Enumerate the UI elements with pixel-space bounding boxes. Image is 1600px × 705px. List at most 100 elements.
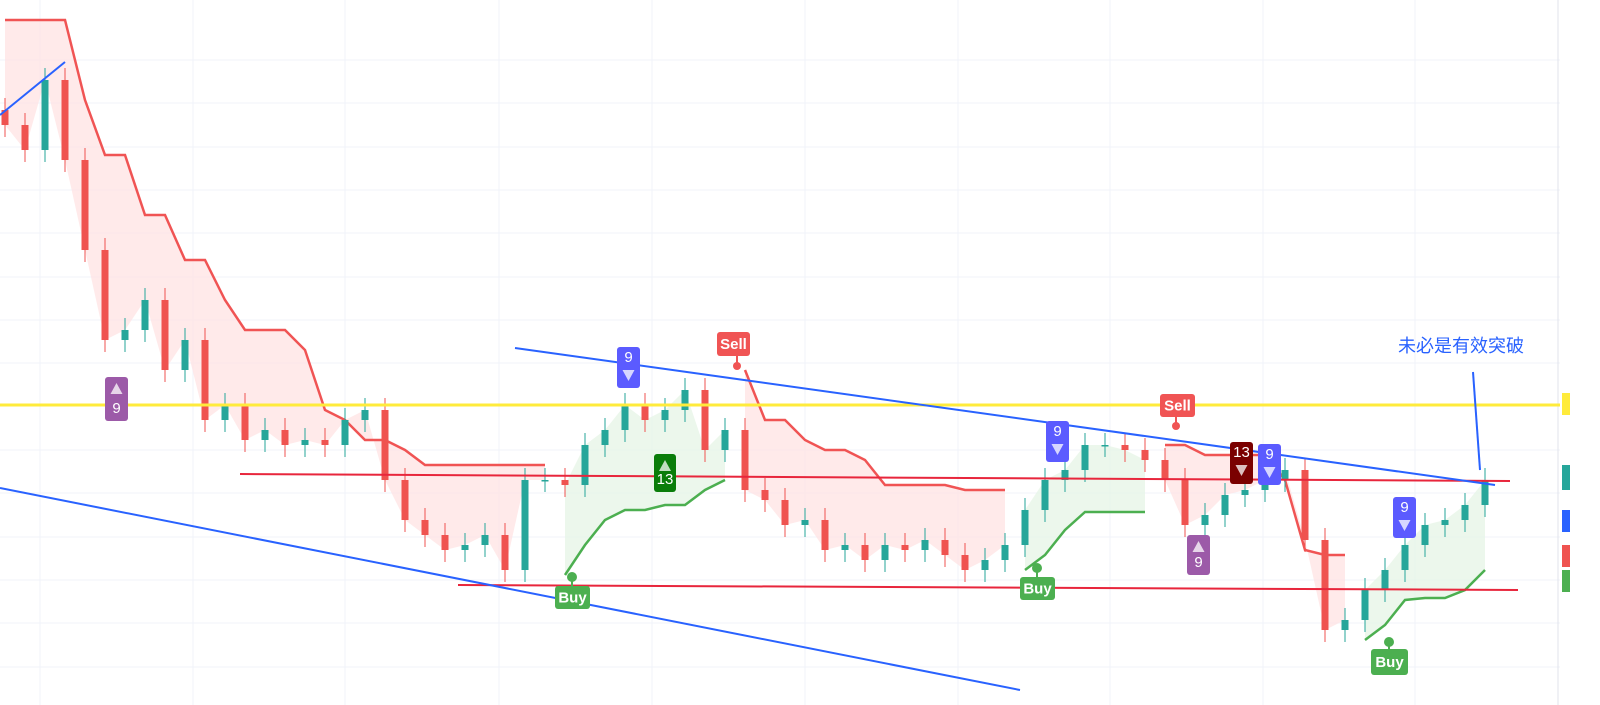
grid bbox=[0, 0, 1560, 705]
signal-text: 9 bbox=[624, 349, 632, 366]
signal-text: Buy bbox=[1023, 580, 1052, 597]
candle-body bbox=[1101, 445, 1109, 447]
trend-fill bbox=[1165, 445, 1345, 630]
candle-body bbox=[1041, 480, 1049, 510]
signal-text: 13 bbox=[657, 471, 674, 488]
candle-body bbox=[1, 110, 9, 125]
candle-body bbox=[621, 405, 629, 430]
signal-label bbox=[105, 377, 128, 421]
candle-body bbox=[901, 545, 909, 550]
candle-body bbox=[401, 480, 409, 520]
price-tag bbox=[1562, 510, 1570, 532]
signal-text: 9 bbox=[112, 400, 120, 417]
candle-body bbox=[1081, 445, 1089, 470]
price-tag bbox=[1562, 465, 1570, 490]
supertrend-line bbox=[1024, 510, 1145, 571]
candle-body bbox=[1061, 470, 1069, 480]
candle-body bbox=[841, 545, 849, 550]
candle-body bbox=[961, 555, 969, 570]
candle-body bbox=[561, 480, 569, 485]
candle-body bbox=[1121, 445, 1129, 450]
annotation: 未必是有效突破 bbox=[1398, 336, 1524, 356]
signal-text: Buy bbox=[1375, 654, 1404, 671]
candle-body bbox=[301, 440, 309, 445]
candle-body bbox=[1201, 515, 1209, 525]
signal-arrow bbox=[1051, 444, 1064, 455]
signal-text: Sell bbox=[720, 336, 747, 353]
candle-body bbox=[181, 340, 189, 370]
candle-body bbox=[1001, 545, 1009, 560]
candle-body bbox=[121, 330, 129, 340]
candle-body bbox=[61, 80, 69, 160]
candle-body bbox=[741, 430, 749, 490]
signals: 9 9 Sell 13 Buy 9 Buy Sell 13 9 9 9 Buy bbox=[105, 332, 1416, 675]
signal-label bbox=[717, 332, 750, 356]
candle-body bbox=[981, 560, 989, 570]
price-tag bbox=[1562, 545, 1570, 567]
candle-body bbox=[861, 545, 869, 560]
candle-body bbox=[521, 480, 529, 570]
candle-body bbox=[341, 420, 349, 445]
candle-body bbox=[641, 405, 649, 420]
candle-body bbox=[681, 390, 689, 410]
candle-body bbox=[1341, 620, 1349, 630]
trend-line bbox=[0, 61, 66, 116]
candle-body bbox=[261, 430, 269, 440]
drawings: 未必是有效突破 bbox=[0, 61, 1570, 691]
trend-fill bbox=[745, 370, 1005, 570]
candle-body bbox=[281, 430, 289, 445]
candle-body bbox=[201, 340, 209, 420]
candle-body bbox=[761, 490, 769, 500]
signal-label bbox=[1258, 444, 1281, 485]
candle-body bbox=[1381, 570, 1389, 590]
candle-body bbox=[1241, 490, 1249, 495]
signal-text: 13 bbox=[1233, 444, 1250, 461]
supertrend-line bbox=[5, 18, 545, 467]
candle-body bbox=[21, 125, 29, 150]
supertrend bbox=[5, 18, 1486, 641]
price-tag bbox=[1562, 570, 1570, 592]
candle-body bbox=[1221, 495, 1229, 515]
signal-text: Buy bbox=[558, 589, 587, 606]
candle-body bbox=[601, 430, 609, 445]
signal-dot bbox=[1172, 422, 1180, 430]
candle-body bbox=[441, 535, 449, 550]
candle-body bbox=[1441, 520, 1449, 525]
candle-body bbox=[1181, 480, 1189, 525]
candle-body bbox=[501, 535, 509, 570]
candle-body bbox=[801, 520, 809, 525]
trend-fill bbox=[1025, 445, 1145, 570]
candle-body bbox=[161, 300, 169, 370]
candle-body bbox=[1401, 545, 1409, 570]
candle-body bbox=[1161, 460, 1169, 480]
signal-label bbox=[1020, 577, 1055, 600]
candle-body bbox=[221, 405, 229, 420]
signal-text: 9 bbox=[1194, 554, 1202, 571]
signal-text: 9 bbox=[1265, 446, 1273, 463]
signal-label bbox=[654, 454, 676, 492]
candle-body bbox=[1321, 540, 1329, 630]
candle-body bbox=[1141, 450, 1149, 460]
trend-line bbox=[0, 487, 1021, 691]
price-tag bbox=[1562, 393, 1570, 415]
candle-body bbox=[1461, 505, 1469, 520]
trend-fills bbox=[5, 20, 1485, 640]
candle-body bbox=[1481, 480, 1489, 505]
candle-body bbox=[661, 410, 669, 420]
candle-body bbox=[481, 535, 489, 545]
signal-label bbox=[1187, 535, 1210, 575]
candle-body bbox=[701, 390, 709, 450]
candle-body bbox=[881, 545, 889, 560]
signal-label bbox=[617, 347, 640, 388]
candle-body bbox=[101, 250, 109, 340]
signal-dot bbox=[733, 362, 741, 370]
trend-fill bbox=[1365, 480, 1485, 640]
signal-label bbox=[1230, 442, 1253, 484]
candle-body bbox=[141, 300, 149, 330]
candle-body bbox=[361, 410, 369, 420]
trend-fill bbox=[5, 20, 545, 570]
signal-arrow bbox=[1235, 465, 1248, 476]
candle-body bbox=[581, 445, 589, 485]
supertrend-line bbox=[743, 369, 1005, 492]
candle-body bbox=[1361, 590, 1369, 620]
